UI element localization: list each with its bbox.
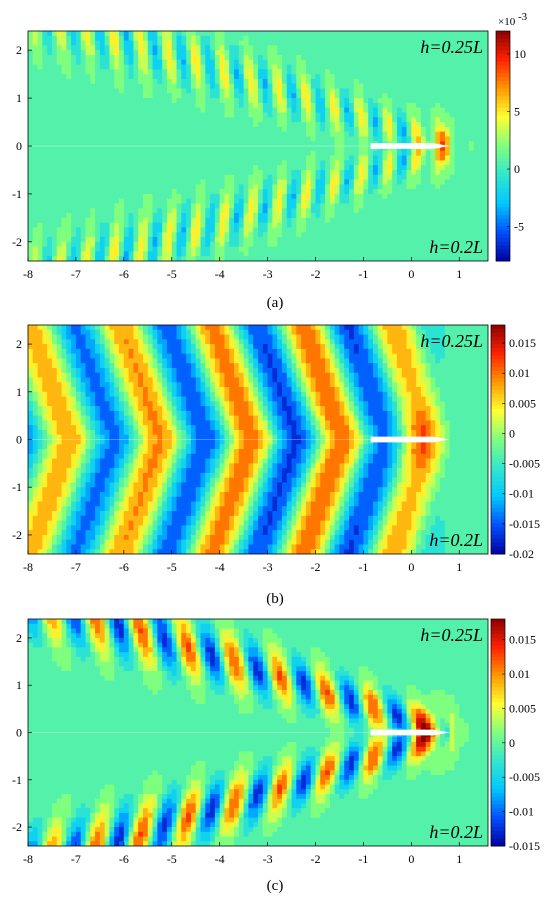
y-tick-label: 2 xyxy=(16,43,22,57)
colorbar-tick-label: 0.01 xyxy=(509,366,530,380)
x-tick-label: -5 xyxy=(167,267,177,281)
x-tick-label: -1 xyxy=(358,560,368,574)
x-tick-label: -7 xyxy=(71,560,81,574)
colorbar-tick-label: 0.015 xyxy=(509,633,536,647)
x-tick-label: -4 xyxy=(215,560,225,574)
x-tick-label: -2 xyxy=(311,267,321,281)
x-tick-label: -5 xyxy=(167,852,177,866)
x-tick-label: -1 xyxy=(358,267,368,281)
annotation-bottom: h=0.2L xyxy=(429,237,483,257)
contour-field xyxy=(28,325,488,554)
annotation-top: h=0.25L xyxy=(420,37,483,57)
x-tick-label: -1 xyxy=(358,852,368,866)
x-tick-label: 0 xyxy=(408,267,414,281)
colorbar-tick-label: -0.015 xyxy=(509,517,540,531)
colorbar: 0.015 0.01 0.005 0 -0.005 -0.01 -0.015 xyxy=(490,618,540,853)
x-tick-label: -2 xyxy=(311,852,321,866)
x-tick-label: -5 xyxy=(167,560,177,574)
x-tick-label: -8 xyxy=(23,560,33,574)
colorbar-tick-label: 0 xyxy=(509,426,515,440)
y-tick-label: 1 xyxy=(16,91,22,105)
y-tick-label: -1 xyxy=(12,773,22,787)
x-tick-label: -4 xyxy=(215,267,225,281)
x-tick-label: -6 xyxy=(119,560,129,574)
y-tick-label: 2 xyxy=(16,337,22,351)
x-tick-label: -8 xyxy=(23,267,33,281)
hull-shape xyxy=(370,143,450,149)
x-tick-label: -2 xyxy=(311,560,321,574)
colorbar-tick-label: 5 xyxy=(514,105,520,119)
y-tick-label: 1 xyxy=(16,385,22,399)
contour-field xyxy=(28,31,488,261)
colorbar-tick-label: -0.01 xyxy=(509,805,534,819)
x-tick-label: 0 xyxy=(408,852,414,866)
y-tick-label: -2 xyxy=(12,528,22,542)
colorbar: 10 5 0 -5 ×10 -3 xyxy=(495,11,528,262)
x-tick-label: 0 xyxy=(408,560,414,574)
x-tick-label: -6 xyxy=(119,267,129,281)
x-tick-label: -6 xyxy=(119,852,129,866)
hull-shape xyxy=(370,436,450,443)
colorbar-tick-label: -0.02 xyxy=(509,547,534,561)
colorbar-tick-label: 0 xyxy=(514,162,520,176)
x-tick-label: -3 xyxy=(263,852,273,866)
colorbar-tick-label: 0 xyxy=(509,736,515,750)
colorbar-exponent: -3 xyxy=(518,11,528,23)
y-tick-label: 0 xyxy=(16,433,22,447)
x-tick-label: -7 xyxy=(71,267,81,281)
x-tick-label: 1 xyxy=(456,267,462,281)
colorbar-tick-label: 0.015 xyxy=(509,336,536,350)
y-tick-label: -2 xyxy=(12,820,22,834)
annotation-bottom: h=0.2L xyxy=(429,822,483,842)
panel-caption: (a) xyxy=(267,295,284,311)
annotation-bottom: h=0.2L xyxy=(429,530,483,550)
x-tick-label: 1 xyxy=(456,560,462,574)
y-tick-label: 0 xyxy=(16,726,22,740)
colorbar-tick-label: 10 xyxy=(514,47,526,61)
colorbar-tick-label: 0.005 xyxy=(509,701,536,715)
panel-caption: (b) xyxy=(266,591,284,607)
chart-panel-3: -8 -7 -6 -5 -4 -3 -2 -1 0 1 2 1 0 -1 -2 h=0.25L h=0.2L 0.… xyxy=(12,618,540,894)
colorbar: 0.015 0.01 0.005 0 -0.005 -0.01 -0.015 -0.02 xyxy=(490,324,540,561)
colorbar-tick-label: 0.01 xyxy=(509,667,530,681)
annotation-top: h=0.25L xyxy=(420,625,483,645)
y-tick-label: 2 xyxy=(16,631,22,645)
annotation-top: h=0.25L xyxy=(420,331,483,351)
colorbar-tick-label: -0.015 xyxy=(509,839,540,853)
panel-caption: (c) xyxy=(267,878,284,894)
colorbar-tick-label: 0.005 xyxy=(509,396,536,410)
colorbar-tick-label: -5 xyxy=(514,220,524,234)
colorbar-tick-label: -0.01 xyxy=(509,487,534,501)
y-tick-label: 0 xyxy=(16,139,22,153)
y-tick-label: -1 xyxy=(12,187,22,201)
x-tick-label: -3 xyxy=(263,267,273,281)
x-tick-label: -4 xyxy=(215,852,225,866)
x-tick-label: 1 xyxy=(456,852,462,866)
chart-panel-2: -8 -7 -6 -5 -4 -3 -2 -1 0 1 2 1 0 -1 -2 h=0.25L h=0.2L 0.… xyxy=(12,324,540,607)
colorbar-tick-label: -0.005 xyxy=(509,457,540,471)
x-tick-label: -8 xyxy=(23,852,33,866)
y-tick-label: -2 xyxy=(12,235,22,249)
hull-shape xyxy=(370,729,450,736)
colorbar-tick-label: -0.005 xyxy=(509,770,540,784)
chart-panel-1: -8 -7 -6 -5 -4 -3 -2 -1 0 1210-1-2h=0.25Lh=0.2L10… xyxy=(12,11,528,311)
y-tick-label: 1 xyxy=(16,678,22,692)
x-tick-label: -7 xyxy=(71,852,81,866)
y-tick-label: -1 xyxy=(12,480,22,494)
contour-field xyxy=(28,619,488,846)
x-tick-label: -3 xyxy=(263,560,273,574)
colorbar-multiplier: ×10 xyxy=(498,16,516,28)
